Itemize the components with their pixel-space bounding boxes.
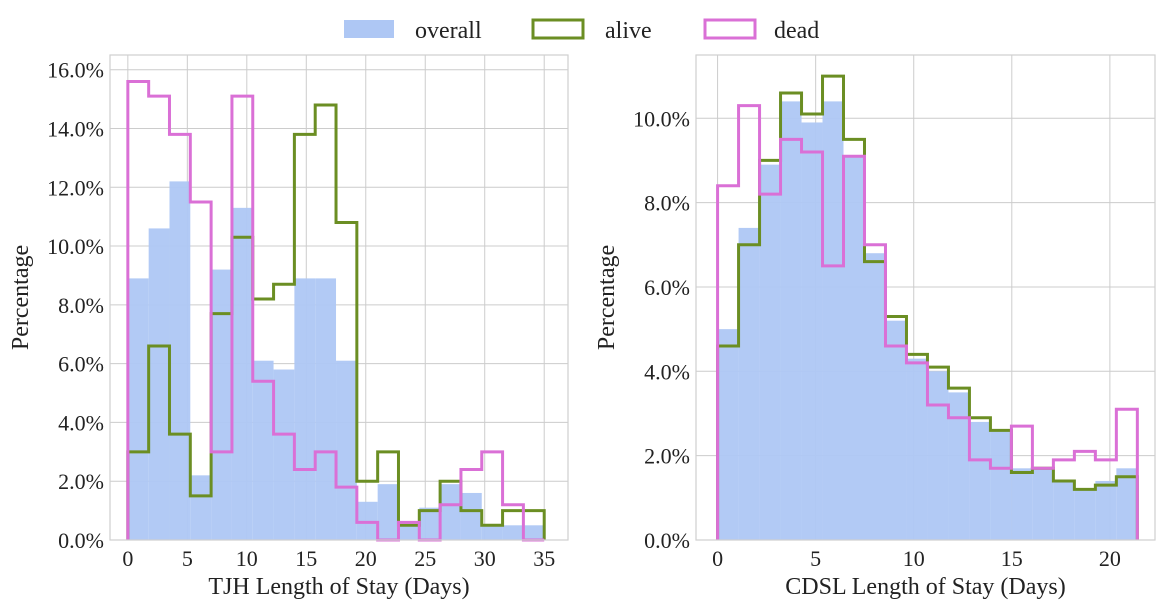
- y-tick-label: 8.0%: [58, 293, 104, 318]
- bar-overall: [843, 156, 865, 540]
- bar-overall: [948, 392, 970, 540]
- bar-overall: [759, 164, 781, 541]
- bar-overall: [822, 101, 844, 541]
- plot-frame: [695, 54, 1156, 541]
- plot-frame: [109, 54, 569, 541]
- y-tick-label: 14.0%: [47, 116, 104, 141]
- bar-overall: [190, 475, 212, 540]
- bar-overall: [523, 525, 545, 540]
- x-tick-label: 10: [903, 546, 925, 571]
- bar-overall: [1053, 480, 1075, 540]
- bar-overall: [969, 421, 991, 540]
- y-tick-label: 10.0%: [633, 106, 690, 131]
- bar-overall: [1116, 468, 1138, 540]
- y-axis-label: Percentage: [8, 245, 34, 350]
- bar-overall: [315, 278, 337, 540]
- bar-overall: [252, 360, 274, 540]
- legend-alive-label: alive: [605, 18, 652, 44]
- y-tick-label: 16.0%: [47, 58, 104, 83]
- x-tick-label: 30: [474, 546, 496, 571]
- bar-overall: [481, 525, 503, 540]
- bar-overall: [336, 360, 357, 540]
- bar-overall: [377, 484, 399, 540]
- y-tick-label: 6.0%: [58, 352, 104, 377]
- series-line-alive: [716, 74, 1139, 540]
- bar-overall: [1074, 489, 1096, 540]
- bar-overall: [294, 278, 316, 540]
- x-tick-label: 15: [1001, 546, 1023, 571]
- x-tick-label: 0: [122, 546, 133, 571]
- legend-alive-swatch: [531, 18, 585, 40]
- bar-overall: [231, 207, 253, 540]
- y-tick-label: 4.0%: [58, 410, 104, 435]
- bar-overall: [885, 320, 907, 540]
- bar-overall: [1032, 468, 1054, 540]
- bar-overall: [148, 228, 170, 540]
- bar-overall: [906, 358, 928, 540]
- x-tick-label: 0: [712, 546, 723, 571]
- x-tick-label: 5: [182, 546, 193, 571]
- legend-overall-swatch: [344, 20, 394, 38]
- series-line-dead: [126, 79, 545, 542]
- bar-overall: [990, 430, 1012, 540]
- y-tick-label: 12.0%: [47, 175, 104, 200]
- bar-overall: [801, 122, 823, 540]
- bar-overall: [780, 101, 802, 541]
- y-tick-label: 0.0%: [644, 528, 690, 553]
- bar-overall: [927, 371, 949, 540]
- x-tick-label: 35: [533, 546, 555, 571]
- legend-dead-swatch: [703, 18, 757, 40]
- x-tick-label: 20: [1099, 546, 1121, 571]
- x-tick-label: 25: [414, 546, 436, 571]
- bar-overall: [273, 369, 295, 540]
- x-tick-label: 10: [236, 546, 258, 571]
- y-tick-label: 8.0%: [644, 191, 690, 216]
- bar-overall: [398, 525, 420, 540]
- y-tick-label: 0.0%: [58, 528, 104, 553]
- bar-overall: [127, 278, 149, 540]
- y-axis-label: Percentage: [594, 245, 620, 350]
- series-line-dead: [716, 104, 1139, 540]
- x-tick-label: 15: [295, 546, 317, 571]
- bar-overall: [717, 329, 739, 540]
- bar-overall: [211, 269, 232, 540]
- bar-overall: [440, 484, 461, 540]
- y-tick-label: 10.0%: [47, 234, 104, 259]
- chart-panel-cdsl: 0.0% 2.0% 4.0% 6.0% 8.0% 10.0% 0 5 10 15 20 CDSL Le…: [594, 54, 1156, 600]
- y-tick-label: 6.0%: [644, 275, 690, 300]
- bar-overall: [1011, 468, 1033, 540]
- x-tick-label: 20: [355, 546, 377, 571]
- bar-overall: [864, 253, 886, 540]
- x-axis-label: TJH Length of Stay (Days): [208, 574, 469, 600]
- bar-overall: [502, 525, 524, 540]
- legend-dead-label: dead: [774, 18, 819, 44]
- x-axis-label: CDSL Length of Stay (Days): [785, 574, 1065, 600]
- y-tick-label: 2.0%: [644, 444, 690, 469]
- legend-overall-label: overall: [415, 18, 482, 44]
- bar-overall: [1095, 480, 1117, 540]
- bar-overall: [738, 227, 760, 541]
- y-tick-label: 4.0%: [644, 359, 690, 384]
- bar-overall: [169, 181, 191, 541]
- x-tick-label: 5: [810, 546, 821, 571]
- chart-panel-tjh: 0.0% 2.0% 4.0% 6.0% 8.0% 10.0% 12.0% 14.0% 16.0%…: [8, 54, 569, 600]
- y-tick-label: 2.0%: [58, 469, 104, 494]
- bar-overall: [419, 507, 441, 540]
- bar-overall: [460, 492, 482, 540]
- legend: overall alive dead: [344, 18, 819, 44]
- series-line-alive: [126, 103, 546, 540]
